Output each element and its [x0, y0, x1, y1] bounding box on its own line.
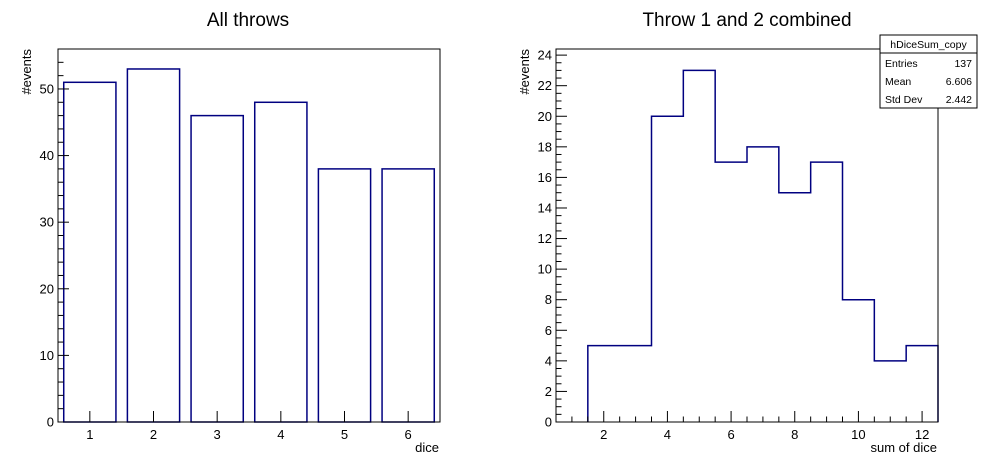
right-x-tick-label: 2: [600, 427, 607, 442]
left-x-tick-label: 2: [150, 427, 157, 442]
right-y-tick-label: 4: [545, 353, 552, 368]
right-y-tick-label: 22: [538, 78, 552, 93]
left-y-tick-label: 0: [47, 415, 54, 430]
left-bar: [190, 114, 245, 423]
stats-mean-value: 6.606: [946, 76, 972, 88]
right-x-tick-label: 8: [791, 427, 798, 442]
right-x-axis-title: sum of dice: [871, 440, 937, 455]
right-y-tick-label: 8: [545, 292, 552, 307]
left-bar: [381, 168, 436, 423]
right-y-tick-label: 18: [538, 139, 552, 154]
left-bar: [62, 81, 117, 423]
left-y-axis-title: #events: [19, 49, 34, 95]
right-y-axis-title: #events: [517, 49, 532, 95]
right-x-tick-label: 4: [664, 427, 671, 442]
right-y-tick-label: 6: [545, 323, 552, 338]
left-y-tick-label: 20: [40, 281, 54, 296]
right-y-tick-label: 20: [538, 109, 552, 124]
left-panel: All throws 0 10 20 30 40 50 1 2 3 4 5 6 #events di…: [19, 10, 441, 455]
right-y-tick-label: 0: [545, 415, 552, 430]
left-bars: [62, 68, 436, 423]
right-plot-frame: [555, 48, 939, 423]
right-x-tick-label: 6: [727, 427, 734, 442]
left-plot-frame: [57, 48, 441, 423]
left-x-tick-label: 3: [214, 427, 221, 442]
left-chart-title: All throws: [207, 10, 289, 31]
left-y-axis-ticks: 0 10 20 30 40 50: [40, 61, 69, 430]
left-bar: [317, 168, 372, 423]
left-x-axis-title: dice: [415, 440, 439, 455]
left-y-tick-label: 40: [40, 148, 54, 163]
left-bar: [126, 68, 181, 423]
right-y-tick-label: 2: [545, 384, 552, 399]
stats-box-name: hDiceSum_copy: [890, 39, 967, 51]
right-x-axis-ticks: 2 4 6 8 10 12: [571, 411, 939, 442]
left-x-axis-ticks: 1 2 3 4 5 6: [86, 411, 412, 442]
right-chart-title: Throw 1 and 2 combined: [642, 10, 851, 31]
left-x-tick-label: 4: [277, 427, 284, 442]
right-x-tick-label: 12: [915, 427, 929, 442]
stats-stddev-value: 2.442: [946, 94, 972, 106]
right-x-tick-label: 10: [851, 427, 865, 442]
right-y-tick-label: 16: [538, 170, 552, 185]
right-y-tick-label: 14: [538, 200, 552, 215]
left-x-tick-label: 1: [86, 427, 93, 442]
stats-box: hDiceSum_copy Entries 137 Mean 6.606 Std…: [879, 34, 978, 109]
stats-stddev-label: Std Dev: [885, 94, 923, 106]
left-y-tick-label: 30: [40, 215, 54, 230]
right-histogram-line: [587, 69, 939, 422]
stats-entries-label: Entries: [885, 58, 918, 70]
left-y-tick-label: 10: [40, 348, 54, 363]
left-y-tick-label: 50: [40, 81, 54, 96]
left-x-tick-label: 6: [405, 427, 412, 442]
left-bar: [253, 101, 308, 423]
right-y-tick-label: 10: [538, 262, 552, 277]
left-x-tick-label: 5: [341, 427, 348, 442]
stats-entries-value: 137: [954, 58, 972, 70]
stats-mean-label: Mean: [885, 76, 911, 88]
right-y-tick-label: 12: [538, 231, 552, 246]
stats-box-frame: [879, 34, 978, 109]
right-y-tick-label: 24: [538, 48, 552, 63]
right-panel: Throw 1 and 2 combined 02468101214161820…: [517, 10, 978, 455]
